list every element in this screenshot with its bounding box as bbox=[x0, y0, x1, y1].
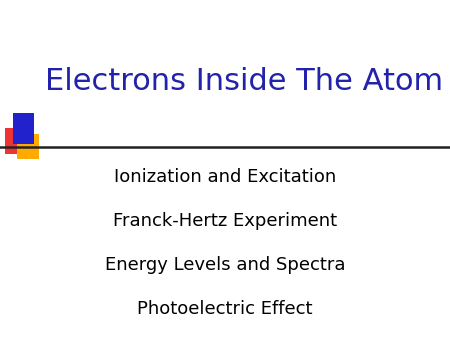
Text: Franck-Hertz Experiment: Franck-Hertz Experiment bbox=[113, 212, 337, 231]
Text: Energy Levels and Spectra: Energy Levels and Spectra bbox=[105, 256, 345, 274]
Bar bbox=[17, 134, 39, 159]
Text: Electrons Inside The Atom: Electrons Inside The Atom bbox=[45, 67, 443, 96]
Bar bbox=[4, 128, 23, 154]
Text: Ionization and Excitation: Ionization and Excitation bbox=[114, 168, 336, 187]
Text: Photoelectric Effect: Photoelectric Effect bbox=[137, 300, 313, 318]
Bar bbox=[13, 113, 34, 144]
